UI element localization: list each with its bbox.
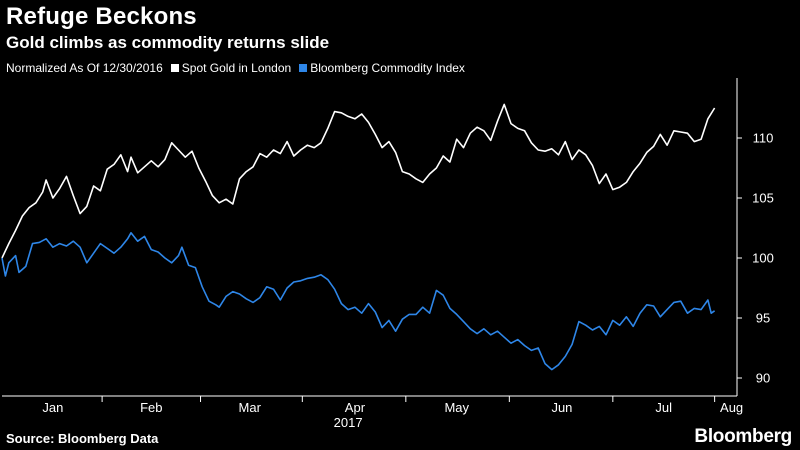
x-tick-label: Jun (551, 400, 572, 415)
x-axis-year-label: 2017 (334, 415, 363, 430)
legend-bcom-label: Bloomberg Commodity Index (310, 61, 465, 75)
y-tick-label: 100 (752, 251, 774, 266)
x-tick-label: Apr (345, 400, 366, 415)
x-tick-label: May (444, 400, 469, 415)
x-tick-label: Mar (239, 400, 262, 415)
y-tick-label: 90 (756, 371, 770, 386)
legend-gold-swatch (170, 64, 179, 72)
series-line-spot-gold (1, 103, 716, 259)
chart-subtitle: Gold climbs as commodity returns slide (6, 33, 330, 52)
x-tick-label: Jan (42, 400, 63, 415)
source-note: Source: Bloomberg Data (6, 431, 159, 446)
legend-note: Normalized As Of 12/30/2016 (6, 61, 163, 75)
series-line-bloomberg-commodity (1, 232, 716, 371)
y-tick-label: 95 (756, 311, 770, 326)
x-tick-label: Jul (655, 400, 672, 415)
y-tick-label: 105 (752, 191, 774, 206)
legend-gold-label: Spot Gold in London (181, 61, 292, 75)
legend: Normalized As Of 12/30/2016 Spot Gold in… (6, 61, 465, 75)
x-tick-label: Feb (140, 400, 162, 415)
x-tick-label: Aug (720, 400, 743, 415)
y-tick-label: 110 (753, 131, 774, 146)
bloomberg-logo: Bloomberg (694, 426, 792, 447)
chart-title: Refuge Beckons (6, 3, 197, 30)
legend-bcom-swatch (299, 64, 308, 72)
